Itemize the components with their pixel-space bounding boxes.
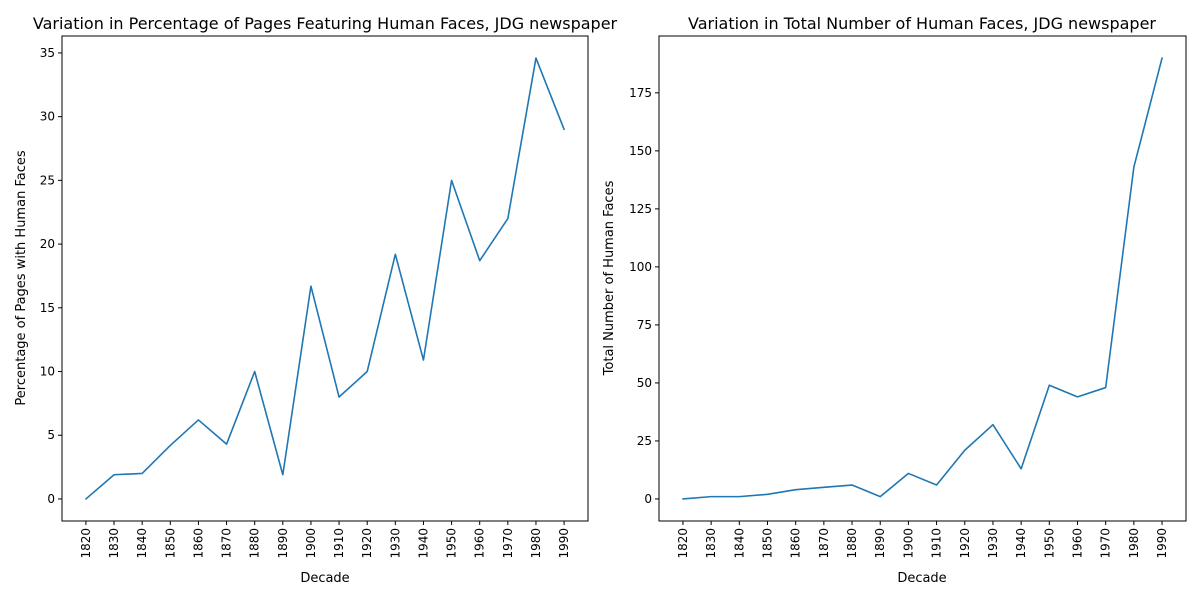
x-tick-label: 1910 (930, 528, 944, 559)
x-tick-label: 1980 (529, 528, 543, 559)
x-axis-label: Decade (897, 571, 946, 586)
x-tick-label: 1920 (958, 528, 972, 559)
x-tick-label: 1890 (873, 528, 887, 559)
chart-title: Variation in Total Number of Human Faces… (688, 14, 1156, 33)
x-tick-label: 1840 (732, 528, 746, 559)
series-line (85, 57, 565, 500)
x-tick-label: 1830 (107, 528, 121, 559)
y-tick-label: 100 (629, 260, 652, 274)
x-tick-label: 1860 (789, 528, 803, 559)
x-tick-label: 1860 (191, 528, 205, 559)
y-tick-label: 15 (40, 301, 55, 315)
x-tick-label: 1970 (501, 528, 515, 559)
x-tick-label: 1880 (248, 528, 262, 559)
y-tick-label: 10 (40, 365, 55, 379)
x-tick-label: 1900 (304, 528, 318, 559)
x-tick-label: 1920 (360, 528, 374, 559)
x-tick-label: 1850 (163, 528, 177, 559)
x-tick-label: 1870 (220, 528, 234, 559)
x-tick-label: 1910 (332, 528, 346, 559)
y-tick-label: 35 (40, 46, 55, 60)
series-line (682, 57, 1163, 500)
y-tick-label: 150 (629, 144, 652, 158)
y-tick-label: 0 (47, 492, 55, 506)
y-tick-label: 5 (47, 428, 55, 442)
chart-total-faces: Variation in Total Number of Human Faces… (602, 14, 1187, 586)
x-tick-label: 1840 (135, 528, 149, 559)
x-tick-label: 1950 (1042, 528, 1056, 559)
y-tick-label: 20 (40, 237, 55, 251)
chart-percentage-pages: Variation in Percentage of Pages Featuri… (14, 14, 618, 586)
x-tick-label: 1930 (986, 528, 1000, 559)
y-tick-label: 25 (40, 173, 55, 187)
x-tick-label: 1950 (445, 528, 459, 559)
x-tick-label: 1940 (416, 528, 430, 559)
y-axis-label: Total Number of Human Faces (602, 180, 617, 376)
x-tick-label: 1820 (79, 528, 93, 559)
x-tick-label: 1870 (817, 528, 831, 559)
x-axis-label: Decade (300, 571, 349, 586)
x-tick-label: 1940 (1014, 528, 1028, 559)
x-tick-label: 1830 (704, 528, 718, 559)
y-axis-label: Percentage of Pages with Human Faces (14, 150, 29, 405)
x-tick-label: 1850 (761, 528, 775, 559)
x-tick-label: 1880 (845, 528, 859, 559)
y-tick-label: 50 (637, 376, 652, 390)
x-tick-label: 1960 (473, 528, 487, 559)
x-tick-label: 1890 (276, 528, 290, 559)
x-tick-label: 1900 (901, 528, 915, 559)
plot-frame (61, 35, 589, 522)
plot-frame (658, 35, 1187, 522)
y-tick-label: 75 (637, 318, 652, 332)
x-tick-label: 1820 (676, 528, 690, 559)
x-tick-label: 1990 (1155, 528, 1169, 559)
x-tick-label: 1990 (557, 528, 571, 559)
y-tick-label: 125 (629, 202, 652, 216)
x-tick-label: 1970 (1099, 528, 1113, 559)
y-tick-label: 175 (629, 86, 652, 100)
x-tick-label: 1960 (1071, 528, 1085, 559)
y-tick-label: 30 (40, 110, 55, 124)
x-tick-label: 1980 (1127, 528, 1141, 559)
x-tick-label: 1930 (388, 528, 402, 559)
y-tick-label: 25 (637, 434, 652, 448)
y-tick-label: 0 (644, 492, 652, 506)
chart-title: Variation in Percentage of Pages Featuri… (33, 14, 618, 33)
